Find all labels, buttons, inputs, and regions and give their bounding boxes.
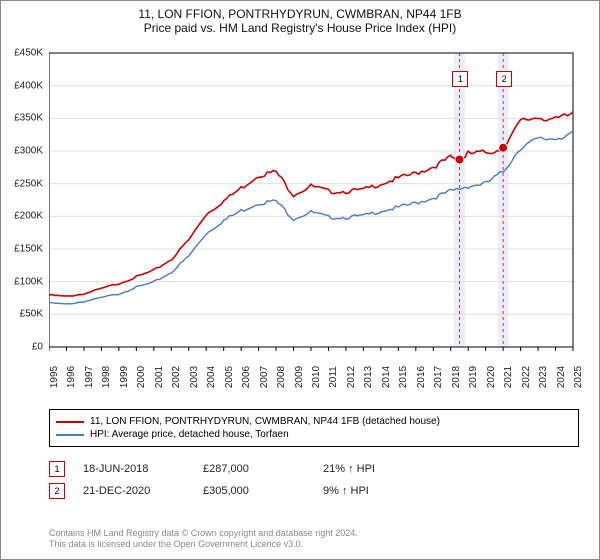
- y-axis-label: £0: [5, 342, 43, 353]
- title-line2: Price paid vs. HM Land Registry's House …: [1, 21, 599, 39]
- y-axis-label: £150K: [5, 244, 43, 255]
- y-axis-label: £400K: [5, 80, 43, 91]
- sale-marker-icon: 1: [49, 461, 65, 477]
- sale-date: 18-JUN-2018: [83, 463, 203, 475]
- chart-container: 11, LON FFION, PONTRHYDYRUN, CWMBRAN, NP…: [0, 0, 600, 560]
- y-axis-label: £50K: [5, 309, 43, 320]
- sale-price: £305,000: [203, 485, 323, 497]
- sales-table: 1 18-JUN-2018 £287,000 21% ↑ HPI 2 21-DE…: [49, 455, 579, 505]
- y-axis-label: £450K: [5, 48, 43, 59]
- sale-delta: 9% ↑ HPI: [323, 485, 443, 497]
- sale-date: 21-DEC-2020: [83, 485, 203, 497]
- title-line1: 11, LON FFION, PONTRHYDYRUN, CWMBRAN, NP…: [1, 1, 599, 21]
- sale-delta: 21% ↑ HPI: [323, 463, 443, 475]
- footer-attribution: Contains HM Land Registry data © Crown c…: [49, 528, 358, 551]
- y-axis-label: £300K: [5, 146, 43, 157]
- x-axis-label: 2025: [573, 366, 600, 388]
- legend-box: 11, LON FFION, PONTRHYDYRUN, CWMBRAN, NP…: [49, 409, 579, 447]
- legend-label: 11, LON FFION, PONTRHYDYRUN, CWMBRAN, NP…: [90, 416, 440, 427]
- sale-row: 2 21-DEC-2020 £305,000 9% ↑ HPI: [49, 483, 579, 499]
- chart-area: [49, 47, 579, 377]
- y-axis-label: £200K: [5, 211, 43, 222]
- legend-label: HPI: Average price, detached house, Torf…: [90, 429, 289, 440]
- legend-item: 11, LON FFION, PONTRHYDYRUN, CWMBRAN, NP…: [56, 416, 572, 427]
- highlight-marker-icon: 2: [496, 71, 512, 87]
- legend-swatch: [56, 434, 84, 436]
- highlight-marker-icon: 1: [452, 71, 468, 87]
- legend-item: HPI: Average price, detached house, Torf…: [56, 429, 572, 440]
- sale-row: 1 18-JUN-2018 £287,000 21% ↑ HPI: [49, 461, 579, 477]
- y-axis-label: £350K: [5, 113, 43, 124]
- footer-line1: Contains HM Land Registry data © Crown c…: [49, 528, 358, 540]
- sale-price: £287,000: [203, 463, 323, 475]
- chart-svg: [49, 47, 579, 377]
- legend-swatch: [56, 421, 84, 423]
- sale-marker-icon: 2: [49, 483, 65, 499]
- footer-line2: This data is licensed under the Open Gov…: [49, 539, 358, 551]
- y-axis-label: £250K: [5, 178, 43, 189]
- y-axis-label: £100K: [5, 276, 43, 287]
